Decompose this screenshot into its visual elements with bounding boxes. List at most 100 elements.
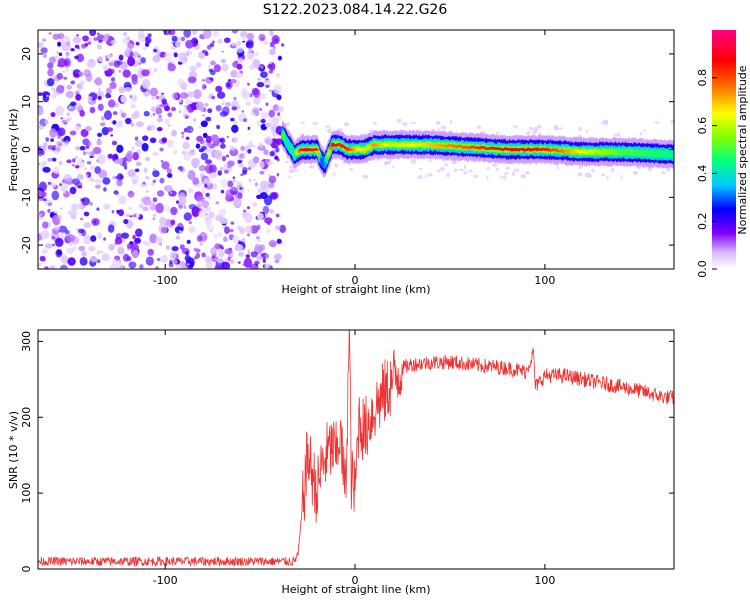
noise-blob — [116, 179, 123, 187]
spectral-speckle — [486, 167, 490, 170]
noise-blob — [118, 260, 122, 264]
noise-blob — [45, 266, 49, 269]
noise-blob — [51, 190, 60, 201]
noise-blob — [108, 243, 115, 251]
spectral-speckle — [533, 126, 539, 132]
noise-blob — [237, 192, 243, 199]
signal-cell — [323, 162, 327, 165]
noise-blob — [49, 128, 57, 138]
noise-blob — [262, 258, 266, 263]
noise-blob — [207, 196, 212, 200]
spectral-speckle — [643, 129, 647, 133]
noise-blob — [155, 107, 163, 115]
noise-blob — [62, 44, 68, 52]
noise-blob — [82, 35, 89, 42]
noise-blob — [269, 151, 275, 157]
noise-blob — [206, 224, 215, 232]
noise-blob — [135, 121, 144, 128]
noise-blob — [269, 209, 274, 215]
spectral-speckle — [586, 129, 589, 133]
noise-blob — [55, 146, 61, 153]
noise-blob — [186, 263, 190, 266]
noise-blob — [255, 236, 261, 240]
noise-blob — [53, 225, 61, 231]
noise-blob — [185, 39, 194, 49]
noise-blob — [176, 212, 180, 215]
noise-blob — [264, 253, 270, 259]
noise-blob — [168, 190, 177, 197]
noise-blob — [72, 246, 77, 251]
noise-blob — [260, 71, 268, 78]
noise-blob — [131, 249, 139, 259]
noise-blob — [243, 257, 253, 268]
spectral-speckle — [463, 164, 466, 170]
noise-blob — [178, 230, 182, 234]
noise-blob — [66, 247, 74, 255]
noise-blob — [118, 54, 124, 61]
noise-blob — [196, 235, 203, 242]
noise-blob — [201, 83, 207, 90]
noise-blob — [263, 40, 269, 46]
noise-blob — [89, 165, 95, 170]
noise-blob — [159, 177, 165, 184]
noise-blob — [141, 78, 151, 89]
noise-blob — [260, 181, 267, 190]
noise-blob — [162, 30, 172, 36]
noise-blob — [72, 36, 82, 44]
noise-blob — [69, 186, 77, 195]
noise-blob — [58, 142, 63, 147]
noise-blob — [205, 192, 210, 197]
noise-blob — [205, 164, 214, 174]
spectral-speckle — [343, 122, 350, 127]
noise-blob — [156, 117, 164, 123]
noise-blob — [74, 90, 80, 95]
noise-blob — [123, 31, 128, 37]
noise-blob — [145, 256, 154, 266]
spectral-speckle — [410, 121, 417, 124]
noise-blob — [215, 105, 222, 112]
noise-blob — [67, 105, 76, 113]
noise-blob — [147, 33, 152, 38]
noise-blob — [106, 87, 112, 95]
noise-blob — [213, 64, 221, 73]
noise-blob — [189, 149, 196, 156]
signal-cell — [287, 142, 291, 145]
noise-blob — [47, 181, 52, 185]
noise-blob — [152, 151, 159, 157]
noise-blob — [135, 41, 140, 46]
snr-ylabel: SNR (10 * v/v) — [7, 411, 20, 489]
noise-blob — [51, 236, 56, 240]
noise-blob — [111, 140, 117, 146]
noise-blob — [234, 72, 244, 79]
noise-blob — [145, 175, 150, 180]
noise-blob — [97, 154, 106, 165]
noise-blob — [169, 251, 177, 260]
noise-blob — [252, 58, 261, 69]
noise-blob — [243, 118, 248, 123]
noise-blob — [247, 233, 250, 237]
noise-blob — [276, 116, 282, 121]
noise-blob — [75, 227, 78, 231]
noise-blob — [214, 149, 223, 160]
noise-blob — [247, 189, 250, 192]
noise-blob — [181, 134, 185, 139]
noise-blob — [96, 90, 104, 98]
noise-blob — [142, 181, 146, 185]
noise-blob — [269, 30, 274, 37]
noise-blob — [239, 31, 248, 38]
noise-blob — [266, 229, 271, 234]
noise-blob — [177, 52, 186, 63]
noise-blob — [202, 114, 206, 117]
noise-blob — [42, 38, 47, 42]
noise-blob — [154, 68, 158, 71]
noise-blob — [38, 142, 42, 147]
noise-blob — [220, 58, 227, 64]
noise-blob — [156, 190, 165, 197]
spectral-speckle — [324, 125, 331, 128]
noise-blob — [171, 129, 178, 137]
noise-blob — [110, 134, 113, 137]
noise-blob — [225, 80, 233, 90]
x-tick-label: -100 — [153, 274, 178, 287]
noise-blob — [39, 210, 45, 217]
noise-blob — [160, 227, 168, 233]
